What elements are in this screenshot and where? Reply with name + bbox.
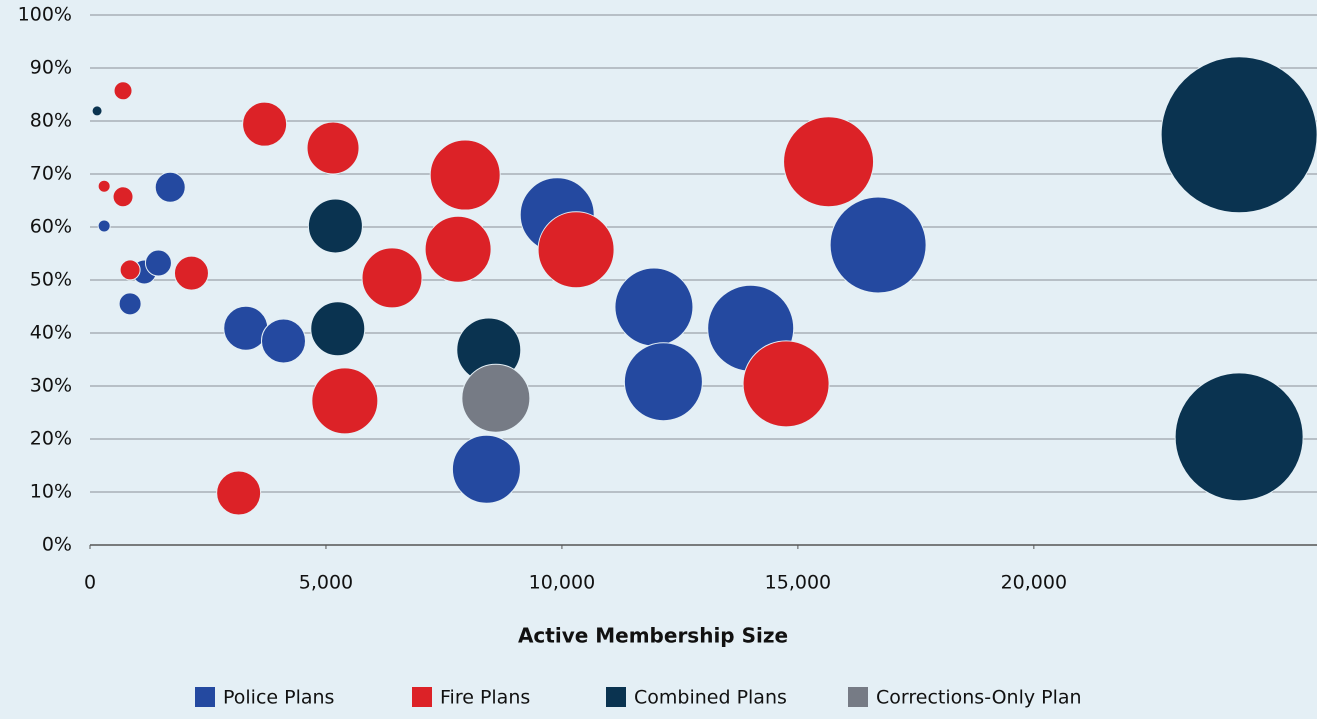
bubble	[112, 186, 134, 208]
x-axis-label: Active Membership Size	[518, 624, 788, 648]
y-tick-label: 60%	[30, 216, 72, 238]
bubble	[614, 267, 694, 347]
legend-swatch	[412, 687, 432, 707]
bubble	[424, 215, 492, 283]
bubble	[307, 198, 363, 254]
bubble	[537, 211, 615, 289]
bubble	[154, 171, 186, 203]
bubble	[1160, 56, 1317, 214]
bubble	[97, 219, 111, 233]
legend-swatch	[606, 687, 626, 707]
bubble	[829, 196, 927, 294]
bubble	[119, 259, 141, 281]
bubble	[429, 139, 501, 211]
y-tick-label: 40%	[30, 322, 72, 344]
x-tick-label: 20,000	[1001, 572, 1067, 594]
legend-label: Fire Plans	[440, 687, 530, 709]
bubble	[361, 247, 423, 309]
bubble	[306, 121, 360, 175]
bubble	[783, 116, 875, 208]
y-tick-label: 20%	[30, 428, 72, 450]
bubble	[310, 301, 366, 357]
legend-label: Police Plans	[223, 687, 334, 709]
x-tick-label: 10,000	[529, 572, 595, 594]
bubble	[742, 340, 830, 428]
y-tick-label: 80%	[30, 110, 72, 132]
y-tick-label: 90%	[30, 57, 72, 79]
bubble	[91, 105, 103, 117]
bubble	[242, 101, 288, 147]
y-tick-label: 30%	[30, 375, 72, 397]
bubble	[173, 255, 209, 291]
bubble	[311, 367, 379, 435]
bubble	[118, 292, 142, 316]
bubble	[144, 249, 172, 277]
legend-swatch	[195, 687, 215, 707]
bubble	[461, 363, 531, 433]
y-tick-label: 70%	[30, 163, 72, 185]
legend-label: Combined Plans	[634, 687, 787, 709]
legend-swatch	[848, 687, 868, 707]
x-tick-label: 0	[84, 572, 96, 594]
y-tick-label: 50%	[30, 269, 72, 291]
y-tick-label: 0%	[42, 534, 72, 556]
bubble	[223, 305, 269, 351]
y-tick-label: 100%	[18, 4, 72, 26]
x-tick-label: 15,000	[765, 572, 831, 594]
bubble	[623, 342, 703, 422]
legend-label: Corrections-Only Plan	[876, 687, 1082, 709]
bubble	[260, 318, 306, 364]
bubble	[97, 179, 111, 193]
bubble	[216, 470, 262, 516]
bubble	[451, 434, 521, 504]
bubble	[1174, 372, 1304, 502]
bubble	[113, 81, 133, 101]
y-tick-label: 10%	[30, 481, 72, 503]
x-tick-label: 5,000	[299, 572, 353, 594]
